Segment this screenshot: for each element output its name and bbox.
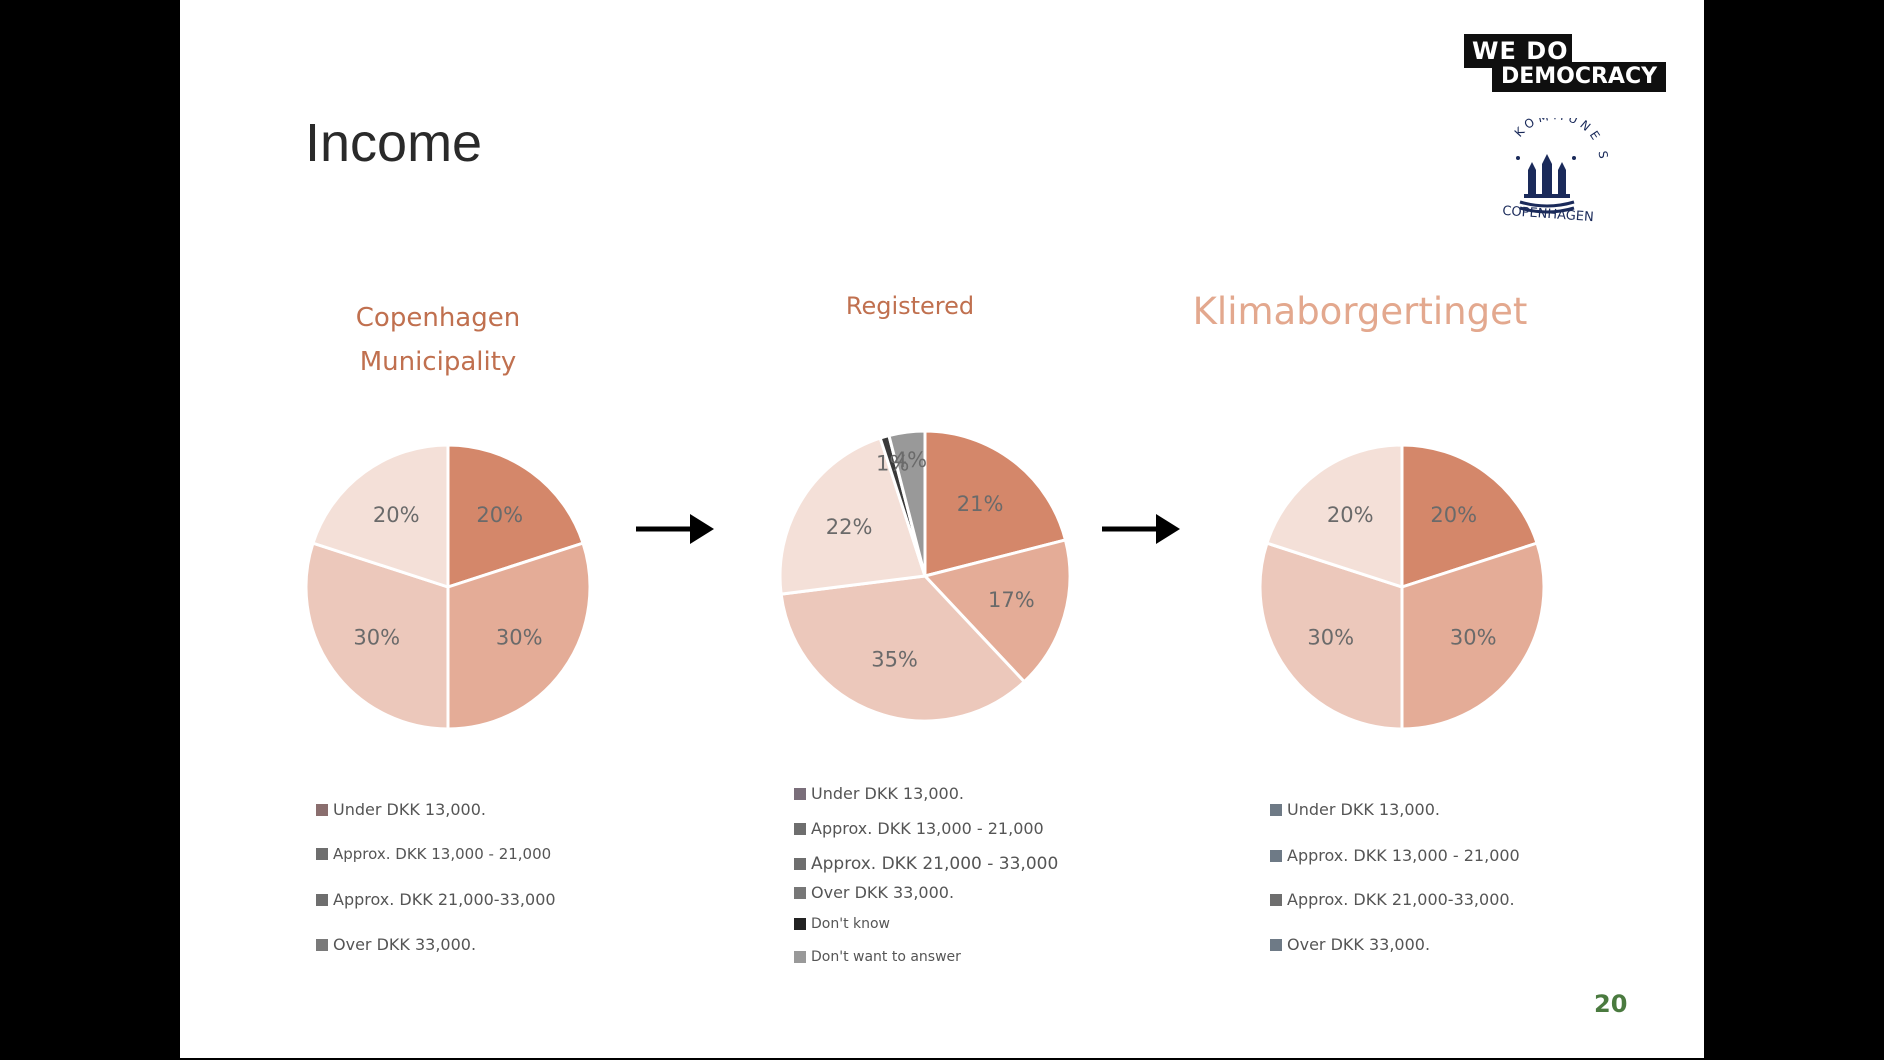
chart-title-registered: Registered: [845, 292, 975, 320]
pie-slice: [887, 429, 927, 577]
legend-swatch: [1270, 803, 1282, 816]
legend-item: Approx. DKK 21,000-33,000.: [1270, 890, 1515, 909]
legend-label: Approx. DKK 13,000 - 21,000: [1287, 846, 1520, 865]
pie-chart-registered: 21% 17% 35% 22% 1%4%: [778, 429, 1072, 723]
legend-item: Over DKK 33,000.: [1270, 935, 1430, 954]
legend-label: Under DKK 13,000.: [333, 800, 486, 819]
legend-label: Over DKK 33,000.: [811, 883, 955, 902]
pie-slice-label: 35%: [871, 648, 918, 672]
crest-arc-text: KOMMUNE S: [1512, 118, 1607, 163]
copenhagen-crest-icon: KOMMUNE S COPENHAGEN: [1502, 118, 1611, 225]
legend-item: Approx. DKK 21,000-33,000: [316, 890, 556, 909]
pie-slice: [446, 443, 585, 590]
legend-swatch: [1270, 849, 1282, 862]
legend-swatch: [794, 787, 806, 800]
legend-label: Over DKK 33,000.: [1287, 935, 1431, 954]
legend-label: Under DKK 13,000.: [1287, 800, 1440, 819]
pie-slice: [1400, 443, 1539, 590]
logo-line-1: WE DO: [1464, 34, 1572, 68]
page-number: 20: [1594, 990, 1628, 1018]
legend-label: Under DKK 13,000.: [811, 784, 964, 803]
pie-slice-label: 21%: [957, 492, 1004, 516]
chart-title-klimaborgertinget: Klimaborgertinget: [1192, 290, 1528, 333]
legend-label: Don't want to answer: [811, 949, 961, 965]
legend-label: Over DKK 33,000.: [333, 935, 477, 954]
pie-slice: [311, 443, 450, 590]
svg-text:KOMMUNE S: KOMMUNE S: [1512, 118, 1611, 163]
pie-slice-label: 4%: [894, 448, 927, 472]
legend-item: Under DKK 13,000.: [316, 800, 486, 819]
we-do-democracy-logo: WE DO DEMOCRACY: [1464, 34, 1666, 92]
legend-label: Approx. DKK 13,000 - 21,000: [811, 819, 1044, 838]
chart-title-line-2: Municipality: [359, 347, 517, 377]
pie-chart-copenhagen: 20% 30% 30% 20%: [304, 443, 592, 731]
legend-item: Approx. DKK 13,000 - 21,000: [1270, 846, 1520, 865]
legend-swatch: [316, 803, 328, 816]
pie-slice-label: 30%: [1450, 626, 1497, 650]
arrow-right-icon: [636, 514, 714, 544]
pie-slice: [1258, 541, 1404, 731]
pie-slice-label: 17%: [988, 588, 1035, 612]
legend-item: Approx. DKK 21,000 - 33,000: [794, 854, 1058, 874]
pie-slice: [304, 541, 450, 731]
pie-slice: [1400, 541, 1546, 731]
legend-swatch: [316, 938, 328, 951]
legend-item: Don't want to answer: [794, 949, 961, 965]
legend-swatch: [794, 822, 806, 835]
pie-slice-label: 30%: [353, 626, 400, 650]
legend-swatch: [794, 951, 806, 963]
pie-slice-label: 20%: [373, 503, 420, 527]
pie-chart-klimaborgertinget: 20% 30% 30% 20%: [1258, 443, 1546, 731]
legend-swatch: [316, 848, 328, 860]
legend-swatch: [1270, 938, 1282, 951]
slide: Income WE DO DEMOCRACY KOMMUNE S COPENHA…: [180, 0, 1704, 1058]
pie-slice: [922, 538, 1072, 684]
slide-title: Income: [305, 113, 483, 173]
crest-label: COPENHAGEN: [1502, 204, 1594, 225]
legend-item: Under DKK 13,000.: [794, 784, 964, 803]
legend-item: Approx. DKK 13,000 - 21,000: [794, 819, 1044, 838]
legend-swatch: [316, 893, 328, 906]
pie-slice: [446, 541, 592, 731]
legend-label: Approx. DKK 21,000 - 33,000: [811, 854, 1059, 874]
legend-item: Don't know: [794, 916, 890, 932]
legend-swatch: [1270, 893, 1282, 906]
pie-slice-label: 20%: [1430, 503, 1477, 527]
pie-slice: [1265, 443, 1404, 590]
legend-swatch: [794, 858, 806, 870]
pie-slice-label: 30%: [496, 626, 543, 650]
pie-slice: [779, 574, 1027, 723]
chart-title-line-1: Copenhagen: [355, 303, 521, 333]
legend-item: Over DKK 33,000.: [316, 935, 476, 954]
arrow-right-icon: [1102, 514, 1180, 544]
legend-item: Under DKK 13,000.: [1270, 800, 1440, 819]
legend-label: Approx. DKK 21,000-33,000.: [1287, 890, 1515, 909]
pie-slice-label: 20%: [1327, 503, 1374, 527]
legend-item: Over DKK 33,000.: [794, 883, 954, 902]
pie-slice-label: 20%: [476, 503, 523, 527]
logo-line-2: DEMOCRACY: [1492, 62, 1666, 92]
pie-slice-label: 1%: [876, 452, 909, 476]
legend-swatch: [794, 886, 806, 899]
pie-slice: [778, 436, 927, 596]
pie-slice: [923, 429, 1068, 578]
legend-label: Don't know: [811, 916, 891, 932]
legend-swatch: [794, 918, 806, 930]
legend-label: Approx. DKK 13,000 - 21,000: [333, 845, 552, 863]
pie-slice-label: 30%: [1307, 626, 1354, 650]
legend-item: Approx. DKK 13,000 - 21,000: [316, 845, 551, 863]
pie-slice-label: 22%: [826, 515, 873, 539]
chart-title-copenhagen: Copenhagen Municipality: [338, 296, 538, 384]
legend-label: Approx. DKK 21,000-33,000: [333, 890, 556, 909]
